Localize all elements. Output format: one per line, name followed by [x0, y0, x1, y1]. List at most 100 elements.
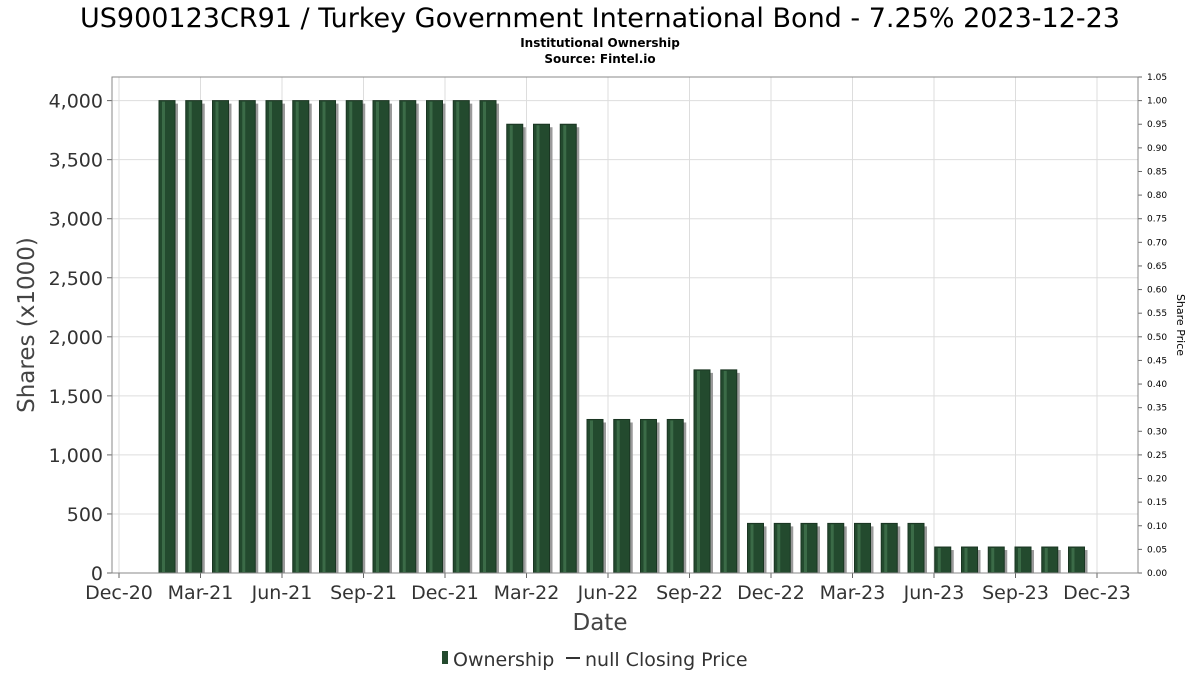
ownership-bar — [987, 546, 1005, 574]
y2-tick-label: 0.20 — [1147, 475, 1167, 485]
y2-tick-label: 0.65 — [1147, 262, 1167, 272]
bar-highlight — [376, 101, 379, 572]
y2-tick-label: 0.40 — [1147, 380, 1167, 390]
y2-tick-label: 1.05 — [1147, 73, 1167, 83]
y2-tick-label: 1.00 — [1147, 97, 1167, 107]
ownership-bar — [1041, 546, 1059, 574]
ownership-bar — [185, 100, 203, 574]
ownership-bar — [292, 100, 310, 574]
y-tick-label: 1,500 — [49, 386, 103, 408]
y2-tick-label: 0.85 — [1147, 167, 1167, 177]
x-axis-label: Date — [573, 610, 628, 636]
bar-highlight — [884, 524, 888, 572]
ownership-bar — [720, 369, 738, 574]
ownership-bar — [934, 546, 952, 574]
ownership-bar — [345, 100, 363, 574]
y2-tick-label: 0.80 — [1147, 191, 1167, 201]
bar-highlight — [590, 420, 593, 572]
y2-tick-label: 0.90 — [1147, 144, 1167, 154]
chart-title: US900123CR91 / Turkey Government Interna… — [80, 3, 1120, 34]
bar-highlight — [402, 101, 406, 572]
bar-highlight — [964, 548, 968, 572]
bar-highlight — [937, 548, 941, 572]
y2-tick-label: 0.60 — [1147, 286, 1167, 296]
x-tick-label: Dec-23 — [1063, 582, 1131, 604]
y2-tick-label: 0.10 — [1147, 522, 1167, 532]
bar-highlight — [509, 125, 513, 572]
y2-tick-label: 0.45 — [1147, 356, 1167, 366]
x-tick-label: Jun-21 — [251, 582, 313, 604]
ownership-bar — [747, 522, 764, 574]
bar-highlight — [911, 524, 914, 572]
bar-highlight — [215, 101, 219, 572]
bar-highlight — [162, 101, 165, 572]
y2-tick-label: 0.95 — [1147, 120, 1167, 130]
x-tick-label: Sep-21 — [330, 582, 397, 604]
ownership-bar — [693, 369, 711, 574]
bar-highlight — [563, 125, 567, 572]
x-tick-label: Sep-22 — [656, 582, 723, 604]
ownership-bar — [559, 123, 577, 574]
ownership-bar — [666, 418, 684, 574]
ownership-bar — [907, 522, 925, 574]
y2-tick-label: 0.25 — [1147, 451, 1167, 461]
y2-tick-label: 0.75 — [1147, 215, 1167, 225]
ownership-bar — [640, 418, 657, 574]
bar-highlight — [750, 524, 754, 572]
bar-highlight — [991, 548, 995, 572]
ownership-bar — [533, 123, 550, 574]
y2-tick-label: 0.00 — [1147, 569, 1167, 579]
legend-ownership-swatch — [442, 651, 448, 664]
bar-highlight — [643, 420, 647, 572]
bar-highlight — [670, 420, 674, 572]
y2-tick-label: 0.15 — [1147, 498, 1167, 508]
ownership-bar — [586, 418, 604, 574]
y-tick-label: 500 — [67, 504, 103, 526]
ownership-bar — [212, 100, 229, 574]
x-tick-label: Sep-23 — [982, 582, 1049, 604]
y-axis-label: Shares (x1000) — [14, 237, 40, 413]
y2-tick-label: 0.50 — [1147, 333, 1167, 343]
y-tick-label: 2,500 — [49, 268, 103, 290]
y2-axis-label: Share Price — [1174, 294, 1187, 356]
chart-subtitle: Institutional Ownership — [520, 36, 680, 50]
bar-highlight — [269, 101, 272, 572]
y-tick-label: 0 — [91, 563, 103, 585]
x-tick-label: Dec-21 — [411, 582, 479, 604]
ownership-bar — [800, 522, 818, 574]
ownership-bar — [372, 100, 390, 574]
ownership-bar — [238, 100, 256, 574]
bar-highlight — [616, 420, 620, 572]
ownership-bar — [827, 522, 845, 574]
ownership-bar — [613, 418, 631, 574]
ownership-bar — [961, 546, 978, 574]
ownership-bar — [265, 100, 283, 574]
y-tick-label: 4,000 — [49, 91, 103, 113]
ownership-bar — [158, 100, 176, 574]
x-tick-label: Mar-21 — [168, 582, 234, 604]
y2-tick-label: 0.70 — [1147, 238, 1167, 248]
x-tick-label: Dec-22 — [737, 582, 805, 604]
x-tick-label: Dec-20 — [85, 582, 153, 604]
bar-highlight — [456, 101, 460, 572]
bar-highlight — [322, 101, 326, 572]
ownership-bar — [880, 522, 898, 574]
x-tick-label: Mar-22 — [494, 582, 560, 604]
y2-tick-label: 0.35 — [1147, 404, 1167, 414]
y2-tick-label: 0.55 — [1147, 309, 1167, 319]
ownership-bar — [452, 100, 470, 574]
y2-tick-label: 0.05 — [1147, 545, 1167, 555]
x-tick-label: Jun-22 — [577, 582, 639, 604]
bar-highlight — [857, 524, 861, 572]
bar-highlight — [830, 524, 834, 572]
bar-highlight — [1044, 548, 1048, 572]
ownership-bar — [773, 522, 791, 574]
ownership-bar — [479, 100, 497, 574]
ownership-bar — [854, 522, 871, 574]
legend-closing-price-label: null Closing Price — [585, 649, 748, 671]
y-tick-label: 2,000 — [49, 327, 103, 349]
bar-highlight — [804, 524, 807, 572]
x-tick-label: Jun-23 — [903, 582, 965, 604]
bar-highlight — [242, 101, 246, 572]
